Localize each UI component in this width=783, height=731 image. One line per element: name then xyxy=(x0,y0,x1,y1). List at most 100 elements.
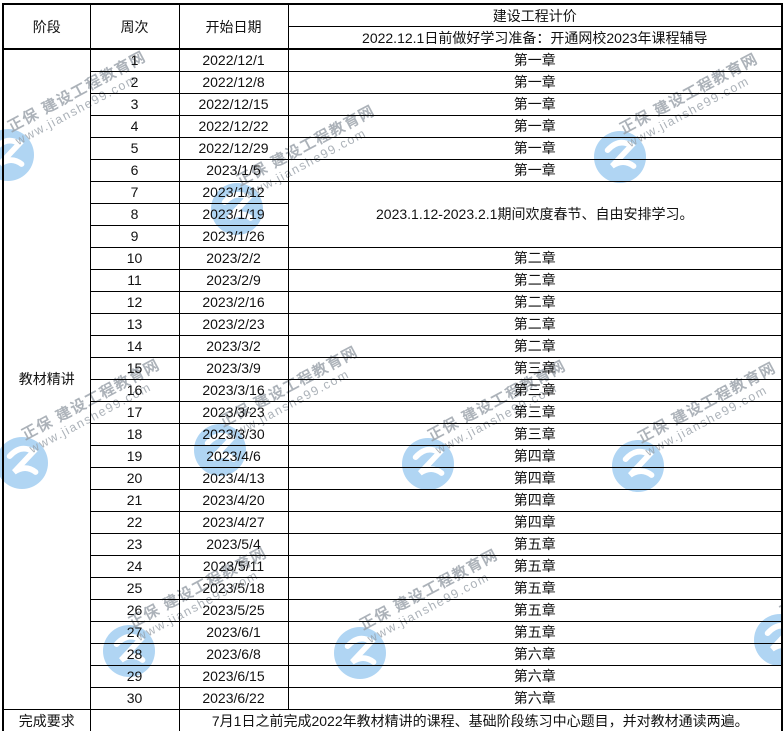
date-cell: 2023/6/8 xyxy=(178,642,289,666)
footer-label-cell: 完成要求 xyxy=(2,708,91,731)
column-header-date: 开始日期 xyxy=(178,3,289,50)
week-cell: 13 xyxy=(89,312,180,336)
column-header-week: 周次 xyxy=(89,3,180,50)
content-cell: 第一章 xyxy=(287,114,783,138)
date-cell: 2023/1/19 xyxy=(178,202,289,226)
date-cell: 2023/2/23 xyxy=(178,312,289,336)
table-row: 14 2023/3/2 第二章 xyxy=(3,334,783,358)
table-row: 13 2023/2/23 第二章 xyxy=(3,312,783,336)
week-cell: 26 xyxy=(89,598,180,622)
content-cell: 2023.1.12-2023.2.1期间欢度春节、自由安排学习。 xyxy=(287,180,783,248)
stage-cell: 教材精讲 xyxy=(2,48,91,710)
week-cell: 9 xyxy=(89,224,180,248)
course-subtitle: 2022.12.1日前做好学习准备：开通网校2023年课程辅导 xyxy=(287,26,783,50)
content-cell: 第二章 xyxy=(287,268,783,292)
week-cell: 30 xyxy=(89,686,180,710)
table-row: 16 2023/3/16 第三章 xyxy=(3,378,783,402)
table-row: 15 2023/3/9 第三章 xyxy=(3,356,783,380)
footer-empty-cell xyxy=(89,708,180,731)
date-cell: 2023/1/5 xyxy=(178,158,289,182)
table-row: 24 2023/5/11 第五章 xyxy=(3,554,783,578)
week-cell: 14 xyxy=(89,334,180,358)
week-cell: 20 xyxy=(89,466,180,490)
week-cell: 28 xyxy=(89,642,180,666)
week-cell: 2 xyxy=(89,70,180,94)
content-cell: 第四章 xyxy=(287,510,783,534)
footer-row: 完成要求 7月1日之前完成2022年教材精讲的课程、基础阶段练习中心题目，并对教… xyxy=(2,708,783,731)
date-cell: 2023/6/1 xyxy=(178,620,289,644)
date-cell: 2023/4/6 xyxy=(178,444,289,468)
table-row: 17 2023/3/23 第三章 xyxy=(3,400,783,424)
date-cell: 2022/12/22 xyxy=(178,114,289,138)
content-cell: 第一章 xyxy=(287,92,783,116)
week-cell: 7 xyxy=(89,180,180,204)
table-row: 25 2023/5/18 第五章 xyxy=(3,576,783,600)
date-cell: 2023/3/2 xyxy=(178,334,289,358)
table-row: 21 2023/4/20 第四章 xyxy=(3,488,783,512)
content-cell: 第三章 xyxy=(287,400,783,424)
table-row: 12 2023/2/16 第二章 xyxy=(3,290,783,314)
table-row: 20 2023/4/13 第四章 xyxy=(3,466,783,490)
table-row: 30 2023/6/22 第六章 xyxy=(3,686,783,710)
content-cell: 第四章 xyxy=(287,444,783,468)
table-row: 10 2023/2/2 第二章 xyxy=(3,246,783,270)
date-cell: 2022/12/29 xyxy=(178,136,289,160)
week-cell: 23 xyxy=(89,532,180,556)
table-row: 11 2023/2/9 第二章 xyxy=(3,268,783,292)
content-cell: 第二章 xyxy=(287,246,783,270)
date-cell: 2022/12/8 xyxy=(178,70,289,94)
date-cell: 2023/3/23 xyxy=(178,400,289,424)
date-cell: 2023/5/4 xyxy=(178,532,289,556)
week-cell: 18 xyxy=(89,422,180,446)
week-cell: 25 xyxy=(89,576,180,600)
date-cell: 2023/2/16 xyxy=(178,290,289,314)
table-row: 3 2022/12/15 第一章 xyxy=(3,92,783,116)
content-cell: 第六章 xyxy=(287,686,783,710)
date-cell: 2023/5/25 xyxy=(178,598,289,622)
week-cell: 27 xyxy=(89,620,180,644)
date-cell: 2023/1/12 xyxy=(178,180,289,204)
week-cell: 22 xyxy=(89,510,180,534)
date-cell: 2023/4/27 xyxy=(178,510,289,534)
week-cell: 6 xyxy=(89,158,180,182)
week-cell: 21 xyxy=(89,488,180,512)
week-cell: 15 xyxy=(89,356,180,380)
date-cell: 2022/12/1 xyxy=(178,48,289,72)
week-cell: 8 xyxy=(89,202,180,226)
content-cell: 第二章 xyxy=(287,290,783,314)
header-row-2: 2022.12.1日前做好学习准备：开通网校2023年课程辅导 xyxy=(3,26,783,50)
table-row: 27 2023/6/1 第五章 xyxy=(3,620,783,644)
date-cell: 2023/3/16 xyxy=(178,378,289,402)
footer-text-cell: 7月1日之前完成2022年教材精讲的课程、基础阶段练习中心题目，并对教材通读两遍… xyxy=(178,708,783,731)
table-row: 26 2023/5/25 第五章 xyxy=(3,598,783,622)
content-cell: 第一章 xyxy=(287,158,783,182)
content-cell: 第一章 xyxy=(287,136,783,160)
week-cell: 12 xyxy=(89,290,180,314)
week-cell: 1 xyxy=(89,48,180,72)
table-row: 23 2023/5/4 第五章 xyxy=(3,532,783,556)
date-cell: 2023/1/26 xyxy=(178,224,289,248)
content-cell: 第五章 xyxy=(287,576,783,600)
week-cell: 29 xyxy=(89,664,180,688)
content-cell: 第三章 xyxy=(287,378,783,402)
header-row-1: 阶段 周次 开始日期 建设工程计价 xyxy=(2,3,783,50)
content-cell: 第五章 xyxy=(287,532,783,556)
date-cell: 2023/3/30 xyxy=(178,422,289,446)
week-cell: 16 xyxy=(89,378,180,402)
date-cell: 2023/6/15 xyxy=(178,664,289,688)
table-row: 教材精讲 1 2022/12/1 第一章 xyxy=(2,48,783,710)
date-cell: 2023/2/2 xyxy=(178,246,289,270)
date-cell: 2023/3/9 xyxy=(178,356,289,380)
date-cell: 2023/5/11 xyxy=(178,554,289,578)
content-cell: 第五章 xyxy=(287,598,783,622)
content-cell: 第五章 xyxy=(287,554,783,578)
table-row: 19 2023/4/6 第四章 xyxy=(3,444,783,468)
table-row: 5 2022/12/29 第一章 xyxy=(3,136,783,160)
schedule-body: 教材精讲 1 2022/12/1 第一章 2 2022/12/8 第一章 3 2022/12/1… xyxy=(2,48,783,710)
content-cell: 第五章 xyxy=(287,620,783,644)
content-cell: 第四章 xyxy=(287,466,783,490)
study-schedule-table: 阶段 周次 开始日期 建设工程计价 2022.12.1日前做好学习准备：开通网校… xyxy=(2,3,783,731)
table-row: 4 2022/12/22 第一章 xyxy=(3,114,783,138)
table-row: 2 2022/12/8 第一章 xyxy=(3,70,783,94)
